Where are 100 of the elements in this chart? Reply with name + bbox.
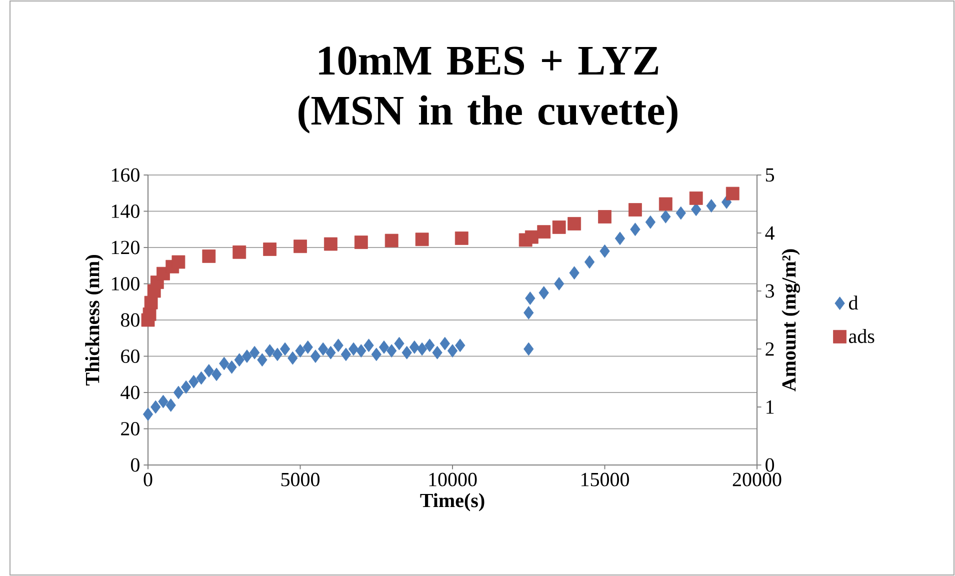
point — [272, 348, 282, 362]
point — [202, 250, 216, 263]
point — [378, 340, 390, 354]
point — [263, 242, 277, 256]
y2-tick-label: 0 — [766, 458, 774, 472]
y-tick-label: 0 — [130, 458, 140, 472]
point — [294, 240, 307, 254]
chart-title: 10mM BES + LYZ (MSN in the cuvette) — [298, 46, 678, 134]
point — [348, 342, 359, 356]
point — [691, 202, 702, 216]
point — [226, 360, 237, 374]
point — [432, 346, 442, 360]
y2-tick-label: 5 — [766, 168, 774, 182]
point — [455, 338, 466, 352]
point — [676, 206, 686, 220]
point — [538, 286, 549, 300]
point — [234, 353, 244, 367]
x-tick-label: 10000 — [429, 472, 477, 486]
point — [525, 292, 536, 305]
point — [150, 400, 161, 414]
point — [295, 344, 306, 358]
point — [537, 225, 551, 239]
point — [424, 338, 435, 352]
legend-label: d — [849, 296, 858, 310]
point — [219, 356, 230, 370]
x-tick-label: 0 — [144, 472, 152, 486]
point — [340, 348, 352, 362]
point — [302, 340, 313, 354]
y-tick-label: 100 — [112, 277, 140, 290]
point — [568, 217, 582, 230]
point — [142, 408, 154, 421]
point — [250, 346, 260, 360]
y2-axis-title: Amount (mg/m²) — [782, 249, 800, 392]
point — [628, 203, 642, 217]
point — [204, 364, 214, 378]
point — [242, 350, 252, 363]
point — [409, 340, 420, 354]
point — [552, 220, 566, 234]
y2-tick-label: 4 — [765, 226, 775, 240]
y-tick-label: 20 — [121, 422, 140, 436]
point — [196, 371, 206, 385]
point — [166, 398, 176, 412]
point — [689, 192, 703, 205]
point — [384, 234, 398, 248]
y-tick-label: 160 — [112, 168, 140, 182]
point — [386, 344, 397, 358]
point — [158, 394, 168, 408]
point — [645, 215, 656, 229]
y-tick-label: 40 — [120, 386, 140, 400]
point — [524, 342, 534, 356]
y2-tick-label: 3 — [766, 284, 774, 298]
legend-label: ads — [848, 328, 874, 344]
point — [310, 350, 321, 363]
point — [630, 222, 640, 236]
point — [706, 199, 716, 213]
y-tick-label: 80 — [120, 313, 140, 327]
x-axis-title: Time(s) — [420, 493, 484, 512]
point — [524, 230, 538, 244]
x-tick-label: 20000 — [732, 472, 782, 486]
point — [600, 244, 610, 258]
point — [324, 237, 338, 251]
point — [354, 236, 368, 249]
point — [415, 232, 429, 246]
point — [660, 210, 671, 224]
point — [333, 338, 344, 352]
point — [416, 342, 428, 356]
point — [188, 374, 199, 388]
x-tick-label: 15000 — [582, 472, 629, 486]
point — [280, 342, 290, 356]
point — [554, 277, 564, 290]
point — [726, 186, 740, 200]
point — [394, 336, 404, 350]
point — [232, 245, 246, 259]
point — [356, 344, 366, 358]
point — [318, 342, 328, 356]
y2-tick-label: 1 — [766, 400, 774, 414]
point — [614, 232, 626, 246]
point — [584, 255, 595, 269]
point — [598, 210, 612, 224]
point — [364, 338, 374, 352]
point — [257, 353, 268, 367]
point — [447, 344, 458, 358]
y-tick-label: 60 — [121, 350, 140, 363]
point — [440, 336, 450, 350]
y-tick-label: 120 — [112, 240, 140, 254]
point — [658, 197, 672, 211]
point — [288, 351, 298, 365]
x-tick-label: 5000 — [281, 472, 320, 486]
point — [211, 368, 222, 382]
point — [569, 266, 580, 280]
y-tick-label: 140 — [112, 204, 140, 218]
point — [402, 346, 412, 360]
point — [371, 348, 382, 362]
point — [264, 344, 275, 358]
point — [326, 346, 336, 360]
y-axis-title: Thickness (nm) — [85, 255, 104, 386]
y2-tick-label: 2 — [766, 342, 774, 356]
point — [180, 380, 192, 394]
point — [524, 306, 534, 320]
point — [173, 386, 184, 400]
